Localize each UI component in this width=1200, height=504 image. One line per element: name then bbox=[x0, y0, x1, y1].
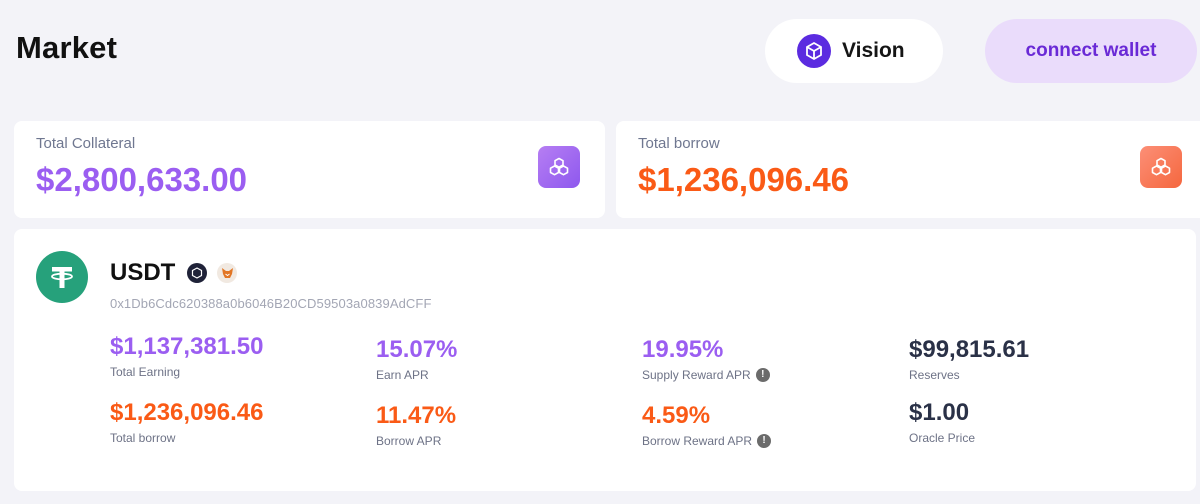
cubes-icon bbox=[1140, 146, 1182, 188]
total-borrow-value: $1,236,096.46 bbox=[638, 161, 850, 198]
borrow-reward-apr-value: 4.59% bbox=[642, 402, 711, 429]
total-borrow-label: Total borrow bbox=[638, 135, 720, 152]
vision-network-icon bbox=[797, 34, 831, 68]
network-label: Vision bbox=[842, 39, 905, 62]
total-earning-metric: $1,137,381.50 Total Earning bbox=[110, 333, 263, 379]
oracle-price-label: Oracle Price bbox=[909, 431, 976, 445]
total-borrow-card: Total borrow $1,236,096.46 bbox=[616, 121, 1200, 218]
reserves-value: $99,815.61 bbox=[909, 336, 1030, 363]
earn-apr-metric: 15.07% Earn APR bbox=[376, 336, 457, 382]
token-address: 0x1Db6Cdc620388a0b6046B20CD59503a0839AdC… bbox=[110, 296, 432, 311]
asset-symbol: USDT bbox=[110, 259, 176, 286]
connect-wallet-button[interactable]: connect wallet bbox=[985, 19, 1197, 83]
asset-total-borrow-label: Total borrow bbox=[110, 431, 176, 445]
reserves-metric: $99,815.61 Reserves bbox=[909, 336, 1029, 382]
borrow-reward-apr-metric: 4.59% Borrow Reward APR ! bbox=[642, 402, 772, 448]
total-collateral-label: Total Collateral bbox=[36, 135, 136, 152]
borrow-apr-label: Borrow APR bbox=[376, 434, 442, 448]
page-title: Market bbox=[16, 30, 118, 65]
info-icon[interactable]: ! bbox=[757, 434, 772, 448]
total-borrow-metric: $1,236,096.46 Total borrow bbox=[110, 399, 263, 445]
earn-apr-label: Earn APR bbox=[376, 368, 429, 382]
metamask-fox-icon[interactable] bbox=[217, 263, 237, 283]
network-selector-button[interactable]: Vision bbox=[765, 19, 943, 83]
total-earning-value: $1,137,381.50 bbox=[110, 333, 264, 360]
total-earning-label: Total Earning bbox=[110, 365, 181, 379]
oracle-price-metric: $1.00 Oracle Price bbox=[909, 399, 975, 445]
earn-apr-value: 15.07% bbox=[376, 336, 458, 363]
total-collateral-value: $2,800,633.00 bbox=[36, 161, 248, 198]
info-icon[interactable]: ! bbox=[755, 368, 770, 382]
borrow-reward-apr-label: Borrow Reward APR ! bbox=[642, 434, 772, 448]
supply-reward-apr-metric: 19.95% Supply Reward APR ! bbox=[642, 336, 770, 382]
oracle-price-value: $1.00 bbox=[909, 399, 970, 426]
reserves-label: Reserves bbox=[909, 368, 960, 382]
tether-icon bbox=[36, 251, 88, 303]
asset-total-borrow-value: $1,236,096.46 bbox=[110, 399, 264, 426]
supply-reward-apr-label: Supply Reward APR ! bbox=[642, 368, 770, 382]
borrow-apr-value: 11.47% bbox=[376, 402, 457, 429]
asset-card-usdt[interactable]: USDT 0x1Db6Cdc620388a0b6046B20CD59503a08… bbox=[14, 229, 1196, 491]
total-collateral-card: Total Collateral $2,800,633.00 bbox=[14, 121, 605, 218]
borrow-apr-metric: 11.47% Borrow APR bbox=[376, 402, 456, 448]
supply-reward-apr-value: 19.95% bbox=[642, 336, 724, 363]
vision-network-icon bbox=[187, 263, 207, 283]
cubes-icon bbox=[538, 146, 580, 188]
